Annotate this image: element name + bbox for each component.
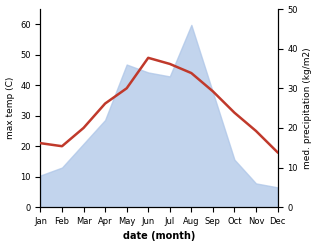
X-axis label: date (month): date (month): [123, 231, 195, 242]
Y-axis label: max temp (C): max temp (C): [5, 77, 15, 139]
Y-axis label: med. precipitation (kg/m2): med. precipitation (kg/m2): [303, 47, 313, 169]
